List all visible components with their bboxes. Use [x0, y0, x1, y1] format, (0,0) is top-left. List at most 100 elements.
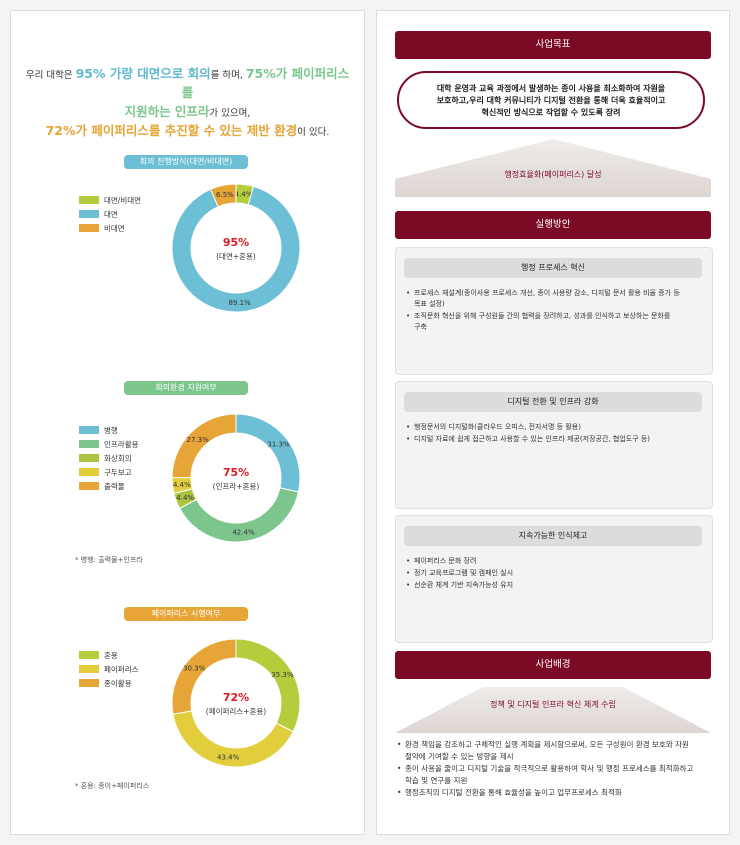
intro-text: 가 있으며,	[209, 108, 251, 119]
center-value: 95%	[223, 236, 249, 249]
background-item: 행정조직의 디지털 전환을 통해 효율성을 높이고 업무프로세스 최적화	[397, 787, 723, 799]
slice-label: 43.4%	[217, 753, 240, 761]
legend-item: 비대면	[79, 223, 125, 233]
goal-tag: 행정효율화(페이퍼리스) 달성	[504, 170, 602, 179]
legend-swatch	[79, 468, 99, 476]
intro-text: 이 있다.	[297, 127, 330, 138]
donut-slice	[235, 413, 301, 493]
slice-label: 42.4%	[232, 528, 255, 536]
card-item: 페이퍼리스 문화 장려	[406, 556, 706, 567]
goal-box: 대학 운영과 교육 과정에서 발생하는 종이 사용을 최소화하여 자원을 보호하…	[397, 71, 705, 129]
goal-header: 사업목표	[395, 31, 711, 59]
legend-label: 인프라활용	[104, 439, 139, 449]
intro-highlight: 72%가 페이퍼리스를 추진할 수 있는 제반 환경	[45, 123, 298, 138]
background-item: 종이 사용을 줄이고 디지털 기술을 적극적으로 활용하여 학사 및 행정 프로…	[397, 763, 723, 787]
legend-swatch	[79, 454, 99, 462]
legend-item: 혼용	[79, 650, 118, 660]
legend-item: 구두보고	[79, 468, 132, 477]
legend-label: 화상회의	[104, 453, 132, 463]
center-label: (대면+혼용)	[216, 251, 256, 261]
slice-label: 30.3%	[183, 664, 206, 672]
card-title: 지속가능한 인식제고	[404, 526, 702, 546]
legend-item: 화상회의	[79, 453, 132, 463]
slice-label: 31.3%	[267, 440, 290, 448]
card-item: 선순환 체계 기반 지속가능성 유지	[406, 580, 706, 591]
plan-card-process: 행정 프로세스 혁신 프로세스 재설계(종이사용 프로세스 개선, 종이 사용량…	[395, 247, 713, 375]
chart3-note: * 혼용: 종이+페이퍼리스	[75, 782, 150, 790]
card-title: 행정 프로세스 혁신	[404, 258, 702, 278]
goal-line: 보호하고,우리 대학 커뮤니티가 디지털 전환을 통해 더욱 효율적이고	[436, 96, 666, 105]
card-title: 디지털 전환 및 인프라 강화	[404, 392, 702, 412]
intro-highlight: 95% 가량 대면으로 회의	[75, 66, 211, 81]
legend-swatch	[79, 679, 99, 687]
donut-slice	[171, 413, 237, 479]
legend-item: 출력물	[79, 481, 125, 491]
slice-label: 4.4%	[176, 494, 194, 502]
center-label: (인프라+혼용)	[213, 481, 260, 491]
legend-label: 병행	[104, 425, 118, 435]
plan-card-digital: 디지털 전환 및 인프라 강화 행정문서의 디지털화(클라우드 오피스, 전자서…	[395, 381, 713, 509]
slice-label: 4.4%	[235, 191, 253, 199]
card-item: 디지털 자료에 쉽게 접근하고 사용할 수 있는 인프라 제공(저장공간, 협업…	[406, 434, 706, 445]
card-item: 행정문서의 디지털화(클라우드 오피스, 전자서명 등 활용)	[406, 422, 706, 433]
background-trapezoid	[395, 687, 711, 733]
plan-header: 실행방안	[395, 211, 711, 239]
intro-highlight: 75%가 페이퍼리스를	[181, 66, 350, 100]
intro-summary: 우리 대학은 95% 가량 대면으로 회의를 하며, 75%가 페이퍼리스를 지…	[21, 65, 354, 141]
legend-swatch	[79, 482, 99, 490]
background-item: 환경 책임을 강조하고 구체적인 실행 계획을 제시함으로써, 모든 구성원이 …	[397, 739, 723, 763]
legend-swatch	[79, 440, 99, 448]
center-label: (페이퍼리스+혼용)	[206, 706, 267, 716]
goal-trapezoid	[395, 139, 711, 197]
chart2-title: 회의환경 지원여부	[124, 381, 248, 395]
center-value: 72%	[223, 691, 249, 704]
slice-label: 27.3%	[187, 436, 210, 444]
chart3-title: 페이퍼리스 시행여부	[124, 607, 248, 621]
background-list: 환경 책임을 강조하고 구체적인 실행 계획을 제시함으로써, 모든 구성원이 …	[395, 739, 723, 799]
slice-label: 89.1%	[228, 299, 251, 307]
legend-label: 구두보고	[104, 468, 132, 477]
plan-panel: 사업목표 대학 운영과 교육 과정에서 발생하는 종이 사용을 최소화하여 자원…	[376, 10, 730, 835]
legend-swatch	[79, 224, 99, 232]
legend-label: 대면/비대면	[104, 195, 141, 205]
legend-item: 인프라활용	[79, 439, 139, 449]
goal-line: 혁신적인 방식으로 작업할 수 있도록 장려	[481, 108, 621, 117]
background-header: 사업배경	[395, 651, 711, 679]
survey-panel: 우리 대학은 95% 가량 대면으로 회의를 하며, 75%가 페이퍼리스를 지…	[10, 10, 365, 835]
chart2-note: * 병행: 출력물+인프라	[75, 556, 143, 564]
legend-swatch	[79, 210, 99, 218]
donut-slice	[171, 638, 237, 715]
legend-label: 페이퍼리스	[104, 664, 139, 674]
slice-label: 6.5%	[216, 191, 234, 199]
legend-swatch	[79, 426, 99, 434]
slice-label: 35.3%	[271, 671, 294, 679]
donut-slice	[209, 183, 237, 208]
intro-text: 를 하며,	[210, 70, 246, 81]
legend-item: 종이활용	[79, 678, 132, 688]
background-tag: 정책 및 디지털 인프라 혁신 체계 수립	[490, 700, 616, 709]
legend-swatch	[79, 651, 99, 659]
legend-label: 대면	[104, 209, 118, 219]
legend-label: 출력물	[104, 481, 125, 491]
card-list: 프로세스 재설계(종이사용 프로세스 개선, 종이 사용량 감소, 디지털 문서…	[404, 288, 706, 334]
donut-slice	[235, 638, 301, 733]
card-item: 조직문화 혁신을 위해 구성원들 간의 협력을 장려하고, 성과를 인식하고 보…	[406, 311, 706, 333]
legend-label: 비대면	[104, 223, 125, 233]
legend-item: 대면/비대면	[79, 195, 141, 205]
plan-card-awareness: 지속가능한 인식제고 페이퍼리스 문화 장려 정기 교육프로그램 및 캠페인 실…	[395, 515, 713, 643]
chart1-title: 회의 진행방식(대면/비대면)	[124, 155, 248, 169]
legend-label: 혼용	[104, 650, 118, 660]
slice-label: 4.4%	[173, 481, 191, 489]
legend-swatch	[79, 665, 99, 673]
legend-label: 종이활용	[104, 678, 132, 688]
card-list: 페이퍼리스 문화 장려 정기 교육프로그램 및 캠페인 실시 선순환 체계 기반…	[404, 556, 706, 592]
legend-swatch	[79, 196, 99, 204]
card-item: 정기 교육프로그램 및 캠페인 실시	[406, 568, 706, 579]
legend-item: 병행	[79, 425, 118, 435]
donut-slice	[171, 185, 301, 313]
intro-highlight: 지원하는 인프라	[124, 104, 210, 119]
legend-item: 대면	[79, 209, 118, 219]
